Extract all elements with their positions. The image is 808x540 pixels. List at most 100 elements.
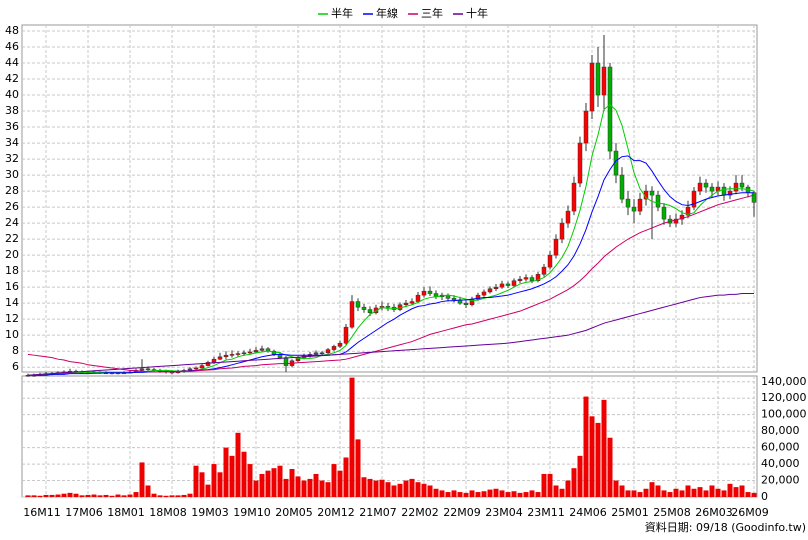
candle-body (415, 294, 421, 302)
y-tick-label: 38 (5, 104, 19, 117)
candle-body (487, 288, 493, 293)
candle-body (223, 354, 229, 358)
volume-bar (433, 488, 439, 497)
y-tick-label: 120,000 (761, 391, 807, 404)
candle-body (607, 66, 613, 152)
x-tick-label: 17M06 (65, 506, 103, 519)
candle-body (337, 342, 343, 347)
y-tick-label: 12 (5, 312, 19, 325)
candle-body (595, 62, 601, 96)
volume-bar (709, 485, 715, 497)
volume-panel (21, 375, 758, 498)
volume-bar (169, 495, 175, 497)
candle-body (193, 367, 199, 370)
candle-body (319, 352, 325, 355)
volume-bar (97, 495, 103, 497)
volume-bar (133, 492, 139, 497)
candle-body (517, 278, 523, 281)
volume-bar (247, 464, 253, 497)
candle-body (541, 266, 547, 275)
volume-bar (91, 494, 97, 497)
volume-bar (511, 491, 517, 497)
volume-bar (517, 492, 523, 497)
candle-body (499, 283, 505, 288)
volume-bar (493, 488, 499, 497)
volume-bar (619, 485, 625, 497)
volume-bar (181, 494, 187, 497)
y-tick-label: 34 (5, 136, 19, 149)
volume-bar (151, 493, 157, 497)
candle-body (199, 365, 205, 369)
candle-body (655, 194, 661, 208)
volume-bar (589, 416, 595, 497)
volume-bar (481, 491, 487, 497)
volume-bar (139, 462, 145, 497)
candle-body (625, 198, 631, 208)
volume-bar (289, 469, 295, 497)
candle-body (661, 206, 667, 220)
candle-body (253, 350, 259, 353)
volume-bar (211, 464, 217, 497)
y-tick-label: 30 (5, 168, 19, 181)
x-tick-label: 26M03 (695, 506, 733, 519)
volume-bar (487, 489, 493, 497)
volume-bar (739, 485, 745, 497)
volume-bar (403, 480, 409, 497)
y-tick-label: 32 (5, 152, 19, 165)
volume-bar (523, 492, 529, 497)
y-tick-label: 40 (5, 88, 19, 101)
volume-bar (643, 488, 649, 497)
ma-line (28, 103, 755, 376)
volume-bar (199, 472, 205, 497)
candle-body (619, 174, 625, 200)
volume-bar (547, 473, 553, 497)
volume-bar (277, 465, 283, 497)
candle-body (559, 222, 565, 240)
volume-bar (451, 490, 457, 497)
candle-body (739, 182, 745, 188)
volume-bar (445, 492, 451, 497)
volume-bar (283, 478, 289, 497)
volume-bar (223, 447, 229, 497)
legend-label: 半年 (331, 6, 353, 20)
volume-bar (625, 490, 631, 497)
volume-bar (319, 480, 325, 497)
volume-bar (367, 478, 373, 497)
candle-body (247, 351, 253, 354)
volume-bar (103, 494, 109, 497)
volume-bar (337, 470, 343, 497)
footer: 資料日期: 09/18 (Goodinfo.tw) (645, 520, 806, 534)
volume-bar (259, 473, 265, 497)
candle-body (529, 277, 535, 281)
candle-body (505, 283, 511, 286)
candle-body (427, 290, 433, 294)
volume-bar (685, 485, 691, 497)
legend-label: 十年 (466, 6, 488, 20)
candle-body (523, 277, 529, 280)
candle-body (139, 368, 145, 371)
y-tick-label: 20 (5, 248, 19, 261)
candle-body (145, 368, 151, 371)
volume-bar (157, 495, 163, 497)
volume-bar (469, 490, 475, 497)
volume-bar (37, 495, 43, 497)
volume-bar (187, 493, 193, 497)
candle-body (511, 280, 517, 286)
volume-bar (85, 494, 91, 497)
volume-bar (115, 494, 121, 497)
candle-body (727, 190, 733, 196)
volume-bar (307, 478, 313, 497)
y-tick-label: 140,000 (761, 375, 807, 388)
volume-bar (733, 487, 739, 497)
x-tick-label: 25M08 (653, 506, 691, 519)
y-tick-label: 24 (5, 216, 19, 229)
candle-body (709, 186, 715, 192)
candle-body (283, 357, 289, 366)
candle-body (703, 182, 709, 188)
volume-bar (499, 490, 505, 497)
candle-body (409, 301, 415, 304)
volume-bar (613, 480, 619, 497)
volume-bar (475, 492, 481, 497)
volume-bar (703, 490, 709, 497)
volume-bar (379, 479, 385, 497)
